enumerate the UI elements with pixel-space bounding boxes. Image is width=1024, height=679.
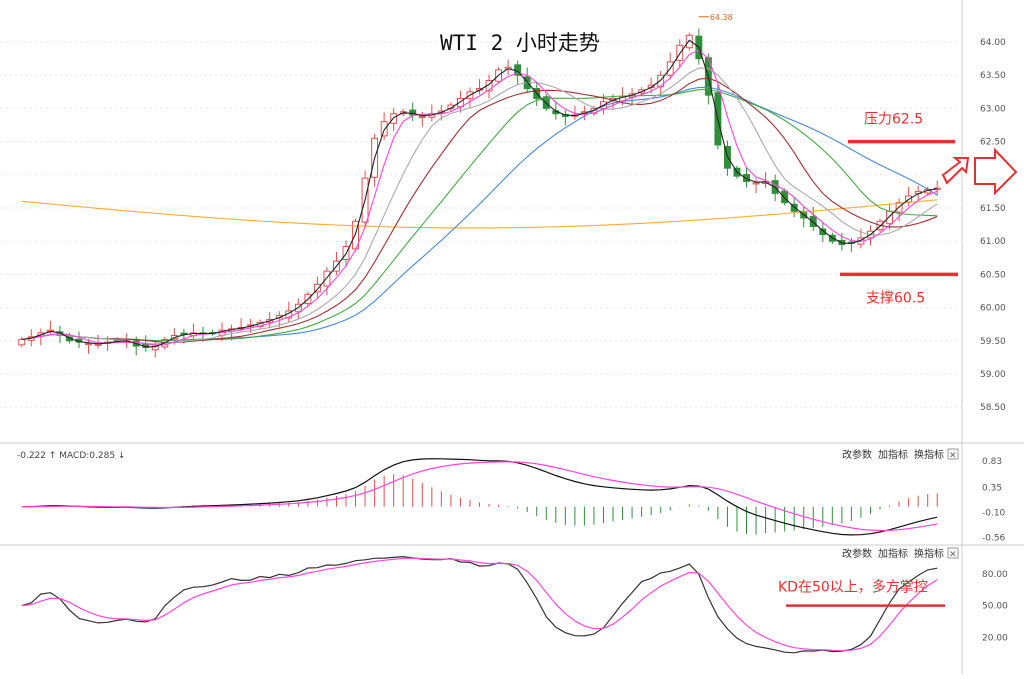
macd-header: -0.222 ↑ MACD:0.285 ↓: [17, 451, 125, 461]
candle-up: [380, 121, 388, 137]
right-arrow-icon: [974, 147, 1018, 196]
candle-up: [752, 182, 760, 185]
chart-title: WTI 2 小时走势: [440, 31, 600, 55]
ma250-line: [21, 199, 938, 229]
kd-k-line: [21, 555, 938, 654]
candle-up: [18, 338, 26, 346]
candle-up: [418, 115, 426, 119]
up-arrow-icon: [941, 157, 970, 185]
price-tick-label: 64.00: [980, 38, 1006, 48]
macd-button-0: 改参数: [842, 448, 872, 461]
price-tick-label: 60.50: [980, 270, 1006, 280]
price-tick-label: 63.00: [980, 104, 1006, 114]
price-tick-label: 58.50: [980, 403, 1006, 413]
macd-tick-label: 0.83: [982, 457, 1002, 467]
kd-button-2: 换指标: [914, 547, 944, 560]
macd-close-button: [947, 448, 959, 460]
macd-tick-label: -0.10: [982, 508, 1006, 518]
macd-close-icon: ✕: [949, 451, 957, 461]
candle-up: [657, 74, 665, 88]
price-tick-label: 61.00: [980, 237, 1006, 247]
kd-button-0: 改参数: [842, 547, 872, 560]
candle-up: [151, 345, 159, 351]
macd-button-1: 加指标: [878, 448, 908, 461]
price-tick-label: 63.50: [980, 71, 1006, 81]
kd-button-1: 加指标: [878, 547, 908, 560]
ma60-line: [21, 88, 938, 342]
kd-tick-label: 80.00: [982, 570, 1008, 580]
candle-up: [886, 210, 894, 225]
candle-up: [685, 34, 693, 49]
candle-down: [809, 215, 817, 228]
price-tick-label: 59.50: [980, 337, 1006, 347]
candle-up: [313, 283, 321, 293]
macd-dea-line: [21, 461, 938, 532]
candle-down: [743, 174, 750, 182]
price-tick-label: 61.50: [980, 204, 1006, 214]
macd-tick-label: -0.56: [982, 534, 1006, 544]
kd-tick-label: 20.00: [982, 633, 1008, 643]
kd-d-line: [21, 557, 938, 652]
price-tick-label: 60.00: [980, 304, 1006, 314]
macd-button-2: 换指标: [914, 448, 944, 461]
price-tick-label: 62.50: [980, 138, 1006, 148]
macd-tick-label: 0.35: [982, 483, 1002, 493]
candle-down: [790, 203, 798, 212]
ma5-line: [21, 39, 938, 348]
kd-annotation: KD在50以上，多方掌控: [778, 579, 928, 596]
kd-tick-label: 50.00: [982, 602, 1008, 612]
support-label: 支撑60.5: [866, 290, 925, 306]
kd-close-button: [947, 547, 959, 559]
ma10-line: [21, 49, 938, 346]
candle-down: [819, 228, 827, 236]
peak-label: 64.38: [710, 13, 733, 22]
candle-down: [781, 190, 789, 204]
resistance-label: 压力62.5: [864, 112, 923, 128]
kd-close-icon: ✕: [949, 550, 957, 560]
price-tick-label: 59.00: [980, 370, 1006, 380]
candle-up: [85, 342, 92, 346]
